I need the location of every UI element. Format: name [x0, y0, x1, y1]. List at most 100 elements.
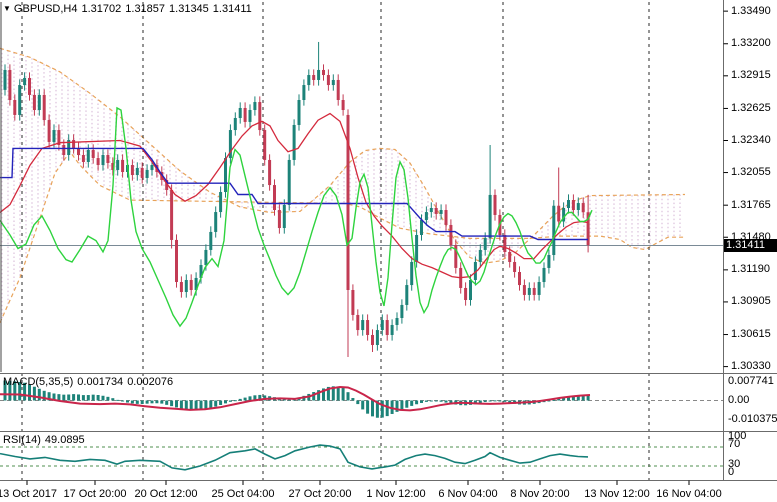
- macd-axis-label: 0.007741: [728, 374, 774, 387]
- macd-histogram-bar: [150, 400, 154, 404]
- candle-body: [292, 124, 296, 160]
- candle-body: [145, 169, 149, 178]
- macd-histogram-bar: [126, 400, 129, 403]
- macd-histogram-bar: [199, 400, 203, 410]
- time-axis-label: 6 Nov 04:00: [438, 488, 498, 500]
- candle-body: [258, 102, 262, 131]
- candle-body: [287, 159, 291, 205]
- candle-body: [434, 207, 438, 214]
- candle-body: [312, 75, 316, 80]
- candle-body: [140, 167, 144, 178]
- macd-histogram-bar: [204, 400, 208, 410]
- candle-body: [562, 207, 566, 222]
- macd-histogram-bar: [8, 380, 12, 401]
- macd-histogram-bar: [57, 394, 61, 401]
- time-axis-label: 25 Oct 04:00: [211, 488, 275, 500]
- macd-histogram-bar: [282, 399, 286, 401]
- candle-body: [444, 210, 448, 225]
- price-axis-label: 1.33490: [731, 4, 771, 17]
- candle-body: [253, 102, 257, 111]
- candle-body: [101, 155, 105, 166]
- macd-histogram-bar: [567, 397, 570, 401]
- candle-body: [322, 69, 325, 76]
- macd-histogram-bar: [405, 400, 409, 408]
- price-axis-label: 1.32340: [731, 133, 771, 146]
- macd-axis-label: -0.010375: [728, 412, 777, 425]
- candle-body: [420, 220, 423, 235]
- candle-body: [464, 287, 468, 301]
- macd-histogram-bar: [434, 400, 438, 402]
- time-axis-label: 20 Oct 12:00: [134, 488, 198, 500]
- candle-body: [224, 158, 227, 193]
- macd-histogram-bar: [238, 398, 242, 401]
- price-axis-label: 1.32625: [731, 101, 771, 114]
- price-axis-label: 1.32055: [731, 166, 771, 179]
- candle-body: [243, 107, 247, 122]
- candle-body: [307, 75, 311, 86]
- macd-histogram-bar: [341, 387, 345, 401]
- macd-histogram-bar: [140, 400, 144, 404]
- macd-histogram-bar: [552, 399, 556, 401]
- macd-histogram-bar: [233, 400, 237, 402]
- candle-body: [326, 75, 330, 86]
- macd-histogram-bar: [439, 400, 443, 402]
- macd-histogram-bar: [449, 400, 453, 404]
- candle-body: [567, 200, 570, 208]
- candle-body: [366, 320, 370, 335]
- macd-histogram-bar: [194, 400, 198, 411]
- macd-histogram-bar: [219, 400, 223, 405]
- candle-body: [32, 94, 36, 111]
- candle-body: [576, 203, 580, 211]
- candle-body: [571, 200, 575, 211]
- macd-histogram-bar: [498, 400, 502, 402]
- candle-body: [13, 100, 17, 115]
- candle-body: [130, 165, 134, 176]
- candle-body: [336, 79, 340, 101]
- candle-body: [356, 314, 360, 331]
- macd-histogram-bar: [18, 381, 22, 401]
- macd-histogram-bar: [356, 400, 360, 405]
- candle-body: [317, 69, 321, 80]
- candle-body: [527, 287, 531, 295]
- candle-body: [410, 261, 414, 286]
- candle-body: [439, 210, 443, 214]
- macd-histogram-bar: [62, 394, 66, 401]
- macd-histogram-bar: [371, 400, 374, 417]
- macd-histogram-bar: [424, 400, 428, 402]
- candle-body: [175, 239, 178, 283]
- candle-body: [214, 212, 218, 232]
- macd-histogram-bar: [228, 400, 232, 402]
- macd-histogram-bar: [562, 397, 566, 401]
- macd-histogram-bar: [106, 396, 110, 401]
- macd-histogram-bar: [503, 400, 507, 402]
- candle-body: [522, 285, 526, 295]
- rsi-axis-label: 30: [728, 457, 741, 470]
- candle-body: [405, 285, 409, 305]
- candle-body: [513, 261, 517, 272]
- macd-histogram-bar: [52, 393, 56, 401]
- macd-histogram-bar: [571, 396, 575, 401]
- macd-histogram-bar: [248, 396, 252, 401]
- candle-body: [302, 85, 306, 101]
- macd-histogram-bar: [336, 386, 340, 401]
- candle-body: [204, 249, 208, 266]
- macd-histogram-bar: [209, 400, 213, 409]
- candle-body: [165, 179, 169, 190]
- candle-body: [429, 207, 433, 213]
- candle-body: [121, 159, 125, 172]
- price-axis-label: 1.30330: [731, 360, 771, 373]
- macd-histogram-bar: [317, 390, 321, 401]
- macd-histogram-bar: [135, 400, 139, 404]
- candle-body: [371, 334, 374, 346]
- candle-body: [273, 185, 276, 211]
- candle-body: [170, 189, 174, 240]
- macd-histogram-bar: [145, 400, 149, 404]
- macd-histogram-bar: [111, 398, 115, 401]
- price-axis-label: 1.31765: [731, 198, 771, 211]
- macd-histogram-bar: [42, 390, 46, 401]
- candle-body: [385, 320, 389, 335]
- candle-body: [537, 282, 541, 295]
- macd-histogram-bar: [184, 400, 188, 410]
- macd-histogram-bar: [214, 400, 218, 407]
